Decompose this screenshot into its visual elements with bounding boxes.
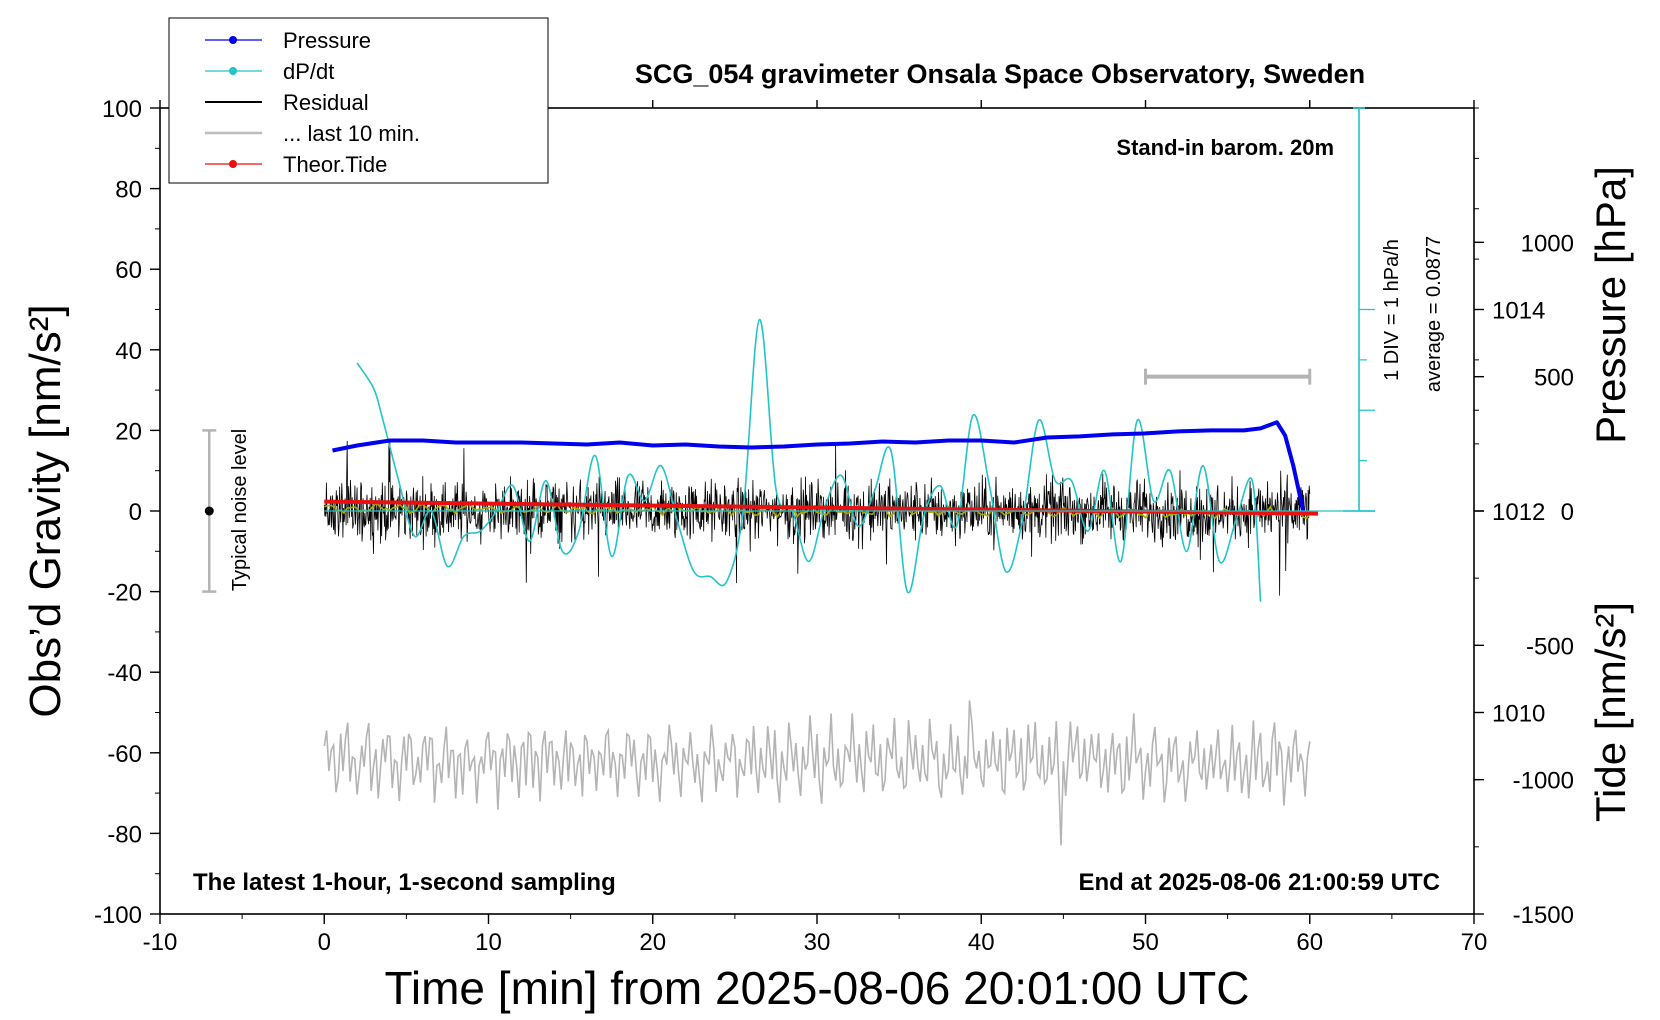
x-tick-label: 70	[1461, 929, 1488, 956]
legend-label-last10: ... last 10 min.	[283, 121, 420, 146]
y-tick-label: 80	[115, 177, 142, 204]
series-dpdt-line	[356, 318, 1262, 602]
marker-layer	[202, 107, 1376, 593]
pressure-tick-label: 1012	[1492, 499, 1545, 526]
average-note: average = 0.0877	[1423, 236, 1445, 392]
series-residual-line	[323, 439, 1311, 596]
y-axis-label-gravity: Obs’d Gravity [nm/s²]	[21, 304, 70, 717]
legend-entry-residual: Residual	[205, 90, 369, 115]
y-tick-label: -60	[107, 741, 142, 768]
legend-label-tide: Theor.Tide	[283, 152, 387, 177]
legend-box	[168, 17, 549, 184]
bottom-right-note: End at 2025-08-06 21:00:59 UTC	[1079, 869, 1441, 896]
axis-ticks: -10 0 10 20 30 40 50 60 70100806040200-20-40-60-…	[94, 96, 1574, 956]
tide-tick-label: 1000	[1521, 230, 1574, 257]
x-tick-label: 30	[804, 929, 831, 956]
y-tick-label: -40	[107, 660, 142, 687]
legend: Pressure dP/dt Residual ... last 10 min.…	[168, 17, 549, 184]
x-tick-label: 40	[968, 929, 995, 956]
y-tick-label: -80	[107, 821, 142, 848]
y-tick-label: 60	[115, 257, 142, 284]
noise-label: Typical noise level	[229, 429, 251, 591]
div-note: 1 DIV = 1 hPa/h	[1381, 239, 1403, 381]
y-axis-label-pressure: Pressure [hPa]	[1587, 166, 1634, 444]
legend-entry-last10: ... last 10 min.	[205, 121, 420, 146]
legend-entry-pressure: Pressure	[205, 28, 371, 53]
noise-dot	[204, 506, 214, 516]
x-tick-label: 10	[475, 929, 502, 956]
tide-tick-label: 0	[1561, 499, 1574, 526]
legend-label-residual: Residual	[283, 90, 369, 115]
y-tick-label: -20	[107, 580, 142, 607]
series-layer	[323, 318, 1318, 846]
pressure-tick-label: 1010	[1492, 701, 1545, 728]
y-tick-label: 40	[115, 338, 142, 365]
legend-label-dpdt: dP/dt	[283, 59, 334, 84]
x-tick-label: -10	[143, 929, 178, 956]
y-tick-label: 0	[129, 499, 142, 526]
series-tide-line	[324, 499, 1318, 516]
series-smoothed-line	[324, 502, 1311, 521]
bottom-left-note: The latest 1-hour, 1-second sampling	[193, 869, 616, 896]
x-tick-label: 20	[639, 929, 666, 956]
series-pressure-line	[332, 420, 1306, 512]
tide-tick-label: -1500	[1513, 902, 1574, 929]
tide-tick-label: 500	[1534, 365, 1574, 392]
legend-entry-tide: Theor.Tide	[205, 152, 387, 177]
x-tick-label: 50	[1132, 929, 1159, 956]
x-axis-label: Time [min] from 2025-08-06 20:01:00 UTC	[385, 962, 1250, 1014]
series-raw-gravity-line	[323, 700, 1311, 846]
y-axis-label-tide: Tide [nm/s²]	[1587, 602, 1634, 822]
y-tick-label: -100	[94, 902, 142, 929]
stand-in-note: Stand-in barom. 20m	[1116, 135, 1334, 160]
tide-tick-label: -500	[1526, 633, 1574, 660]
y-tick-label: 100	[102, 96, 142, 123]
legend-label-pressure: Pressure	[283, 28, 371, 53]
y-tick-label: 20	[115, 418, 142, 445]
x-tick-label: 0	[318, 929, 331, 956]
pressure-tick-label: 1014	[1492, 298, 1545, 325]
tide-tick-label: -1000	[1513, 768, 1574, 795]
x-tick-label: 60	[1296, 929, 1323, 956]
legend-entry-dpdt: dP/dt	[205, 59, 334, 84]
chart-title: SCG_054 gravimeter Onsala Space Observat…	[635, 59, 1365, 89]
